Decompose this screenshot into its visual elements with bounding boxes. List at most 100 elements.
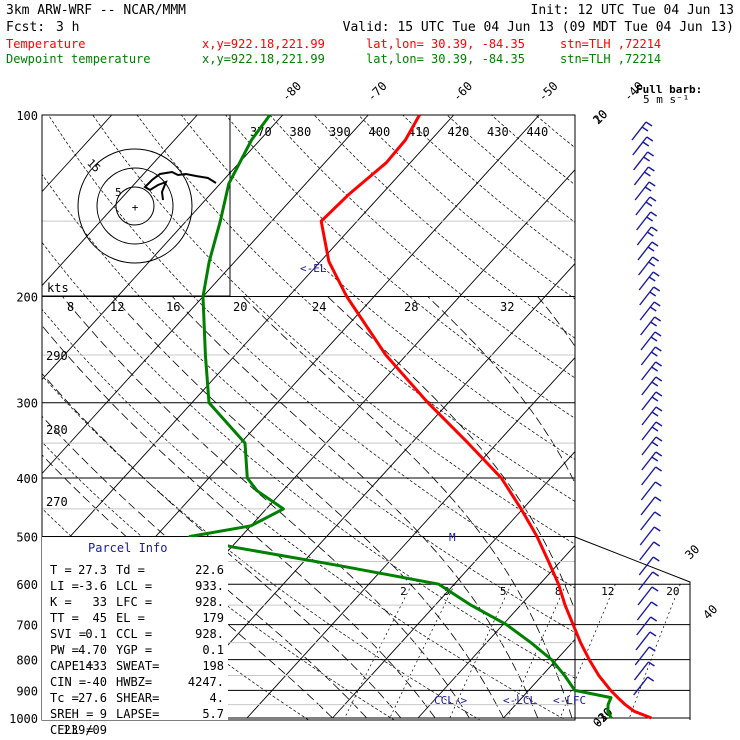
pressure-label: 300	[16, 397, 38, 411]
wind-barb	[631, 121, 647, 141]
wind-barb-flag	[647, 676, 655, 682]
parcel-value: -40	[85, 675, 107, 689]
dry-adiabat	[402, 115, 575, 261]
wind-barb	[641, 361, 657, 381]
theta-label-top: 420	[448, 125, 470, 139]
theta-label-top: 430	[487, 125, 509, 139]
parcel-key: SHEAR=	[116, 691, 159, 705]
wind-barb	[640, 481, 656, 501]
wind-barb-flag	[641, 126, 649, 132]
dew-xy: x,y=922.18,221.99	[202, 52, 325, 66]
wind-barb-flag	[646, 231, 654, 237]
model-title: 3km ARW-WRF -- NCAR/MMM	[6, 3, 186, 18]
mixing-ratio-line	[507, 584, 567, 719]
hodograph-speed-label: 24	[312, 300, 326, 314]
parcel-value: 27.3	[78, 563, 107, 577]
wind-barb-flag	[649, 306, 657, 312]
dry-adiabat	[269, 115, 575, 379]
wind-barb-flag	[650, 211, 658, 217]
hodograph-ring	[96, 167, 174, 245]
wind-barb	[636, 226, 652, 246]
wind-barb	[634, 181, 650, 201]
wind-barb-flag	[649, 196, 657, 202]
parcel-value: 22.6	[195, 563, 224, 577]
parcel-value: 928.	[195, 627, 224, 641]
wind-barb	[636, 601, 652, 621]
dew-latlon: lat,lon= 30.39, -84.35	[366, 52, 525, 66]
parcel-value: 198	[202, 659, 224, 673]
init-time: Init: 12 UTC Tue 04 Jun 13	[531, 3, 735, 18]
dew-stn: stn=TLH ,72214	[560, 52, 661, 66]
wind-barb	[634, 646, 650, 666]
pressure-label: 900	[16, 684, 38, 698]
parcel-value: 4.70	[78, 643, 107, 657]
wind-barb-flag	[651, 396, 659, 402]
wind-barb-flag	[646, 216, 654, 222]
mixing-ratio-label: 5	[500, 585, 507, 598]
wind-barb-flag	[654, 331, 662, 337]
wind-barb	[639, 301, 655, 321]
isotherm-label: 40	[700, 602, 720, 622]
isotherm-line	[41, 114, 455, 568]
isotherm-label: 20	[590, 107, 610, 127]
parcel-value: 4247.	[188, 675, 224, 689]
barb-legend-title: Full barb:	[636, 83, 702, 96]
hodograph-speed-label: 20	[233, 300, 247, 314]
pressure-label: 1000	[9, 712, 38, 726]
parcel-key: LCL =	[116, 579, 152, 593]
isotherm-line	[246, 357, 576, 719]
wind-barb-flag	[651, 441, 659, 447]
wind-barb-flag	[647, 151, 654, 157]
mixing-ratio-line	[449, 584, 512, 719]
parcel-value: 5.7	[202, 707, 224, 721]
dry-adiabat	[42, 375, 481, 720]
pressure-label: 200	[16, 291, 38, 305]
wind-barb-flag	[648, 181, 656, 187]
hodograph: + 5 15 kts	[41, 114, 231, 297]
hodograph-ring-label: 5	[115, 186, 122, 199]
wind-barb	[636, 616, 652, 636]
parcel-value: 928.	[195, 595, 224, 609]
theta-label-top: 380	[290, 125, 312, 139]
hodograph-speed-label: 32	[500, 300, 514, 314]
isotherm-line	[417, 545, 576, 719]
wind-barb-flag	[650, 321, 658, 327]
isotherm-line	[41, 114, 369, 474]
theta-label-left: 290	[46, 349, 68, 363]
wind-barb-flag	[655, 436, 663, 442]
parcel-rows: T = 27.3 Td = 22.6 LI = -3.6 LCL = 933. K = 33 LFC…	[50, 563, 224, 737]
wind-barb-flag	[652, 571, 660, 577]
wind-barb	[635, 631, 651, 651]
hodograph-speed-label: 8	[67, 300, 74, 314]
isotherm-label: 30	[682, 542, 702, 562]
pressure-label: 400	[16, 472, 38, 486]
lfc-marker: <-LFC	[553, 694, 586, 707]
parcel-key: LI =	[50, 579, 79, 593]
plot-frame	[41, 114, 576, 721]
isotherm-line	[41, 114, 284, 380]
temp-xy: x,y=922.18,221.99	[202, 37, 325, 51]
valid-time: Valid: 15 UTC Tue 04 Jun 13 (09 MDT Tue …	[343, 20, 734, 35]
wind-barb	[640, 331, 656, 351]
wind-barb-flag	[651, 456, 659, 462]
wind-barb-flag	[653, 526, 661, 532]
parcel-key: T =	[50, 563, 72, 577]
wind-barb-flag	[650, 616, 658, 622]
parcel-key: SWEAT=	[116, 659, 159, 673]
parcel-key: CELL =	[50, 723, 93, 737]
wind-barb	[641, 436, 657, 456]
pressure-label: 600	[16, 578, 38, 592]
parcel-key: PW =	[50, 643, 79, 657]
wind-barb-flag	[650, 226, 658, 232]
wind-barb-flag	[651, 366, 658, 372]
parcel-key: YGP =	[116, 643, 152, 657]
parcel-info-bg	[42, 537, 228, 720]
wind-barbs	[631, 121, 663, 696]
wind-barb-flag	[648, 261, 656, 267]
temperature-profile	[319, 114, 652, 720]
pressure-ticks: 100 200 300 400 500 600 700 800 900 1000	[9, 109, 38, 726]
wind-barb	[632, 136, 648, 156]
isotherm-label: -70	[364, 79, 389, 104]
